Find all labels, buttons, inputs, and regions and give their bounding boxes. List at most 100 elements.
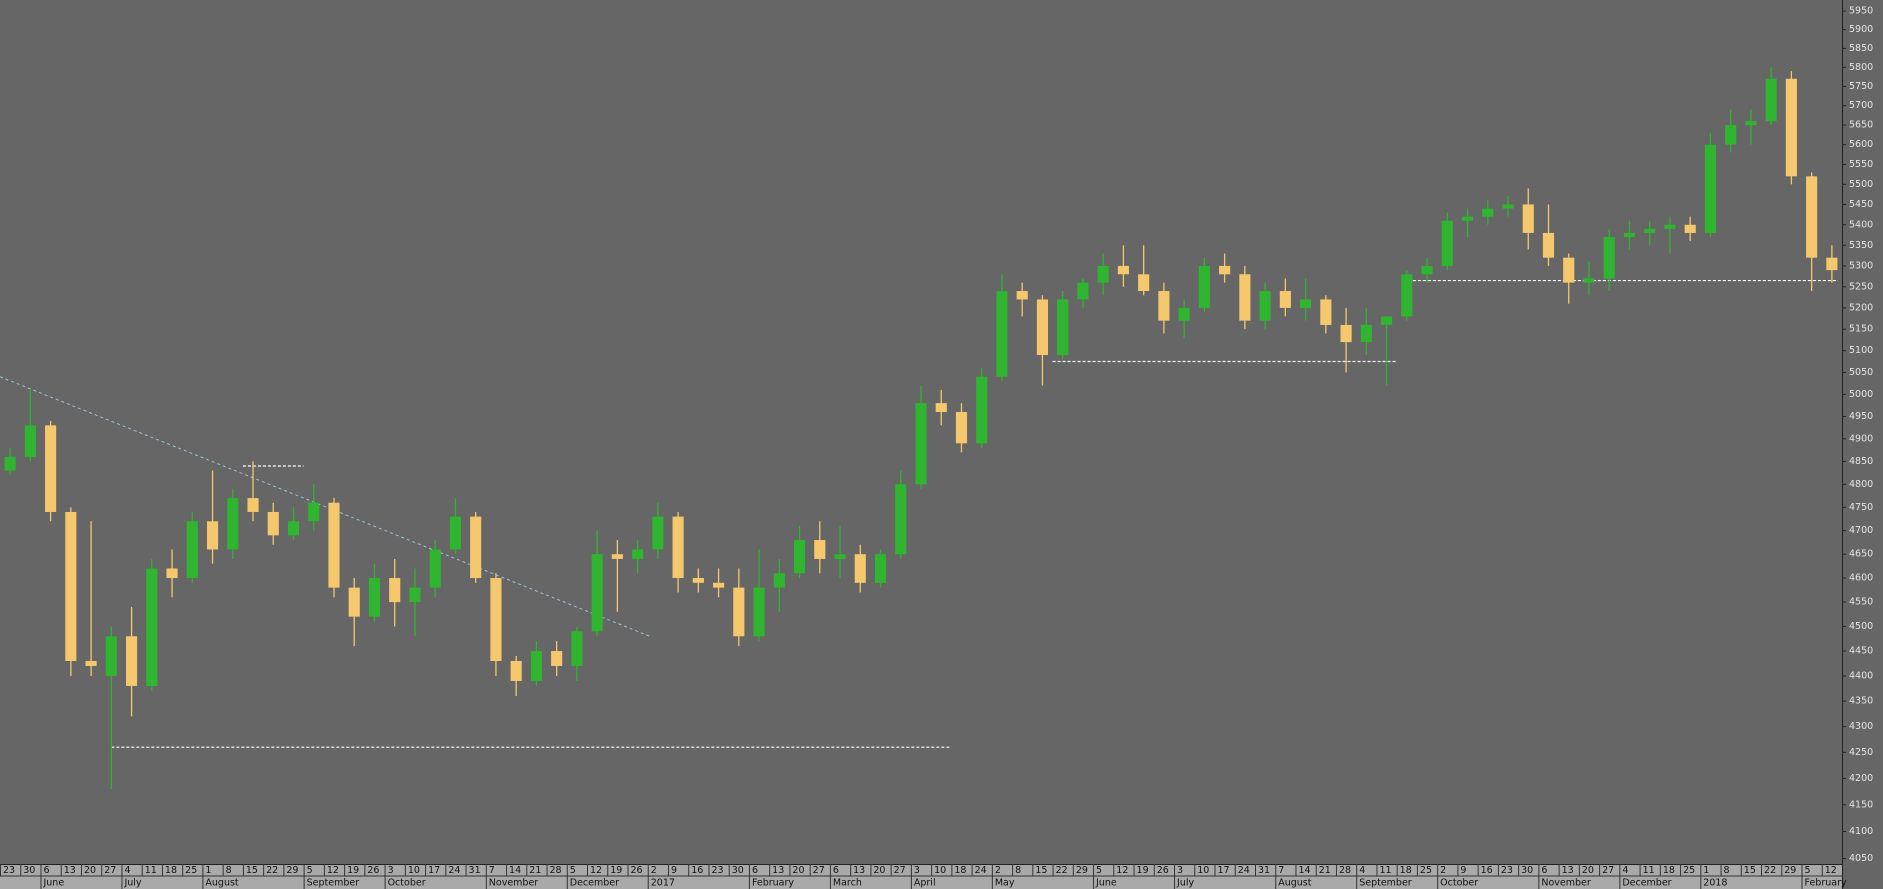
x-tick-label: 2 xyxy=(1440,865,1446,876)
candle-body xyxy=(652,516,664,550)
y-tick-label: 4550 xyxy=(1849,597,1873,608)
candle-body xyxy=(348,587,360,617)
candle-body xyxy=(449,516,462,550)
month-label: October xyxy=(388,878,426,889)
candle-body xyxy=(186,521,198,579)
y-tick-label: 4850 xyxy=(1849,456,1873,467)
y-tick-label: 5700 xyxy=(1849,100,1873,111)
candle-body xyxy=(45,425,57,512)
y-tick-label: 5800 xyxy=(1849,62,1873,73)
candle-body xyxy=(1320,299,1332,325)
x-tick-label: 12 xyxy=(590,865,602,876)
month-label: July xyxy=(1176,878,1194,889)
candle-body xyxy=(1502,204,1514,209)
x-tick-label: 28 xyxy=(550,865,562,876)
x-tick-label: 13 xyxy=(1562,865,1574,876)
candle-body xyxy=(1421,265,1433,275)
candle-body xyxy=(1765,78,1777,122)
candle-body xyxy=(267,511,279,536)
x-tick-label: 3 xyxy=(914,865,920,876)
candle-body xyxy=(672,516,684,579)
candle-body xyxy=(1077,282,1089,300)
x-tick-label: 5 xyxy=(1096,865,1102,876)
x-tick-label: 25 xyxy=(1420,865,1432,876)
x-tick-label: 24 xyxy=(1238,865,1250,876)
x-tick-label: 11 xyxy=(1379,865,1391,876)
y-tick-label: 5050 xyxy=(1849,367,1873,378)
candle-body xyxy=(1745,121,1757,126)
candle-body xyxy=(105,636,117,676)
candle-body xyxy=(1644,228,1656,233)
candle-body xyxy=(146,568,158,686)
x-tick-label: 15 xyxy=(1035,865,1047,876)
x-tick-label: 12 xyxy=(1116,865,1128,876)
x-tick-label: 20 xyxy=(873,865,885,876)
month-label: December xyxy=(570,878,619,889)
y-tick-label: 4700 xyxy=(1849,525,1873,536)
x-tick-label: 16 xyxy=(1481,865,1493,876)
x-tick-label: 17 xyxy=(428,865,440,876)
month-label: August xyxy=(205,878,239,889)
month-label: 2018 xyxy=(1703,878,1727,889)
month-label: December xyxy=(1622,878,1671,889)
y-tick-label: 4100 xyxy=(1849,826,1873,837)
candle-body xyxy=(1461,216,1474,221)
x-tick-label: 4 xyxy=(1622,865,1628,876)
x-tick-label: 18 xyxy=(165,865,177,876)
x-tick-label: 25 xyxy=(185,865,197,876)
x-tick-label: 7 xyxy=(1278,865,1284,876)
y-tick-label: 4600 xyxy=(1849,573,1873,584)
x-tick-label: 11 xyxy=(1643,865,1655,876)
candle-body xyxy=(551,651,563,666)
x-tick-label: 26 xyxy=(630,865,642,876)
x-tick-label: 22 xyxy=(1764,865,1776,876)
month-label: August xyxy=(1278,878,1312,889)
x-tick-label: 22 xyxy=(266,865,278,876)
y-tick-label: 4650 xyxy=(1849,549,1873,560)
x-tick-label: 6 xyxy=(43,865,49,876)
month-label: March xyxy=(833,878,862,889)
x-tick-label: 24 xyxy=(448,865,460,876)
x-tick-label: 1 xyxy=(205,865,211,876)
x-tick-label: 3 xyxy=(388,865,394,876)
x-tick-label: 4 xyxy=(1359,865,1365,876)
x-tick-label: 24 xyxy=(975,865,987,876)
candle-body xyxy=(429,549,441,588)
candle-body xyxy=(1117,265,1129,275)
y-tick-label: 4200 xyxy=(1849,773,1873,784)
x-tick-label: 22 xyxy=(1056,865,1068,876)
x-tick-label: 30 xyxy=(1521,865,1533,876)
candle-body xyxy=(287,521,300,536)
x-tick-label: 31 xyxy=(1258,865,1270,876)
candle-body xyxy=(530,651,542,681)
candle-body xyxy=(713,582,725,588)
candle-body xyxy=(65,511,77,661)
month-label: June xyxy=(42,878,64,889)
candle-body xyxy=(915,403,927,485)
trendline xyxy=(0,376,650,637)
y-tick-label: 4900 xyxy=(1849,433,1873,444)
candle-body xyxy=(753,587,765,637)
y-tick-label: 5250 xyxy=(1849,281,1873,292)
candle-body xyxy=(1664,224,1676,229)
candle-body xyxy=(1725,125,1737,145)
x-tick-label: 8 xyxy=(1724,865,1730,876)
x-tick-label: 18 xyxy=(1663,865,1675,876)
candle-body xyxy=(733,587,745,637)
x-tick-label: 3 xyxy=(1177,865,1183,876)
x-tick-label: 8 xyxy=(226,865,232,876)
candle-body xyxy=(773,573,785,588)
y-tick-label: 5500 xyxy=(1849,179,1873,190)
candle-body xyxy=(955,412,968,444)
y-tick-label: 4350 xyxy=(1849,696,1873,707)
x-tick-label: 13 xyxy=(853,865,865,876)
x-tick-label: 23 xyxy=(3,865,15,876)
x-tick-label: 9 xyxy=(1460,865,1466,876)
month-label: February xyxy=(752,878,794,889)
candle-body xyxy=(126,636,138,686)
month-label: October xyxy=(1440,878,1478,889)
x-tick-label: 27 xyxy=(104,865,116,876)
candle-body xyxy=(1016,291,1028,300)
candle-body xyxy=(510,660,522,681)
y-tick-label: 5300 xyxy=(1849,260,1873,271)
